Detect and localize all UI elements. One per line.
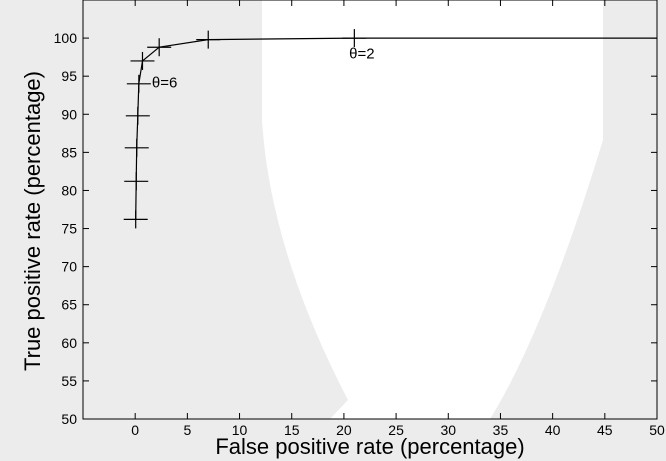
y-axis: 50 55 60 65 70 75 80 85 90 95 100 [54,30,657,427]
x-tick-label: 25 [388,422,404,438]
data-point-marker [130,51,155,70]
y-axis-title: True positive rate (percentage) [20,71,45,371]
y-tick-label: 100 [54,30,78,46]
x-tick-label: 0 [131,422,139,438]
x-axis: 0 5 10 15 20 25 30 35 40 45 50 [131,0,665,438]
data-point-marker [126,74,151,93]
roc-curve-line [135,37,657,220]
background-watermark [83,0,657,419]
data-point-marker [124,172,149,191]
y-tick-label: 75 [61,221,77,237]
x-tick-label: 20 [336,422,352,438]
annotation-layer: θ=6 θ=2 [152,46,375,92]
y-tick-label: 80 [61,182,77,198]
data-point-marker [342,29,367,48]
y-tick-label: 70 [61,259,77,275]
x-tick-label: 45 [597,422,613,438]
marker-layer [123,29,367,229]
series-layer [135,37,657,220]
y-tick-label: 50 [61,411,77,427]
y-tick-label: 85 [61,144,77,160]
theta-annotation: θ=6 [152,75,177,92]
x-tick-label: 5 [183,422,191,438]
data-point-marker [123,210,148,229]
data-point-marker [124,138,149,157]
theta-annotation: θ=2 [349,46,374,63]
data-point-marker [147,38,172,57]
x-tick-label: 10 [232,422,248,438]
x-axis-title: False positive rate (percentage) [215,434,524,459]
x-tick-label: 15 [284,422,300,438]
data-point-marker [125,106,150,125]
x-tick-label: 30 [440,422,456,438]
y-tick-label: 55 [61,373,77,389]
y-tick-label: 95 [61,68,77,84]
y-tick-label: 60 [61,335,77,351]
x-tick-label: 40 [545,422,561,438]
plot-frame [82,0,658,420]
x-tick-label: 35 [493,422,509,438]
data-point-marker [196,30,221,49]
x-tick-label: 50 [649,422,665,438]
y-tick-label: 90 [61,106,77,122]
y-tick-label: 65 [61,297,77,313]
